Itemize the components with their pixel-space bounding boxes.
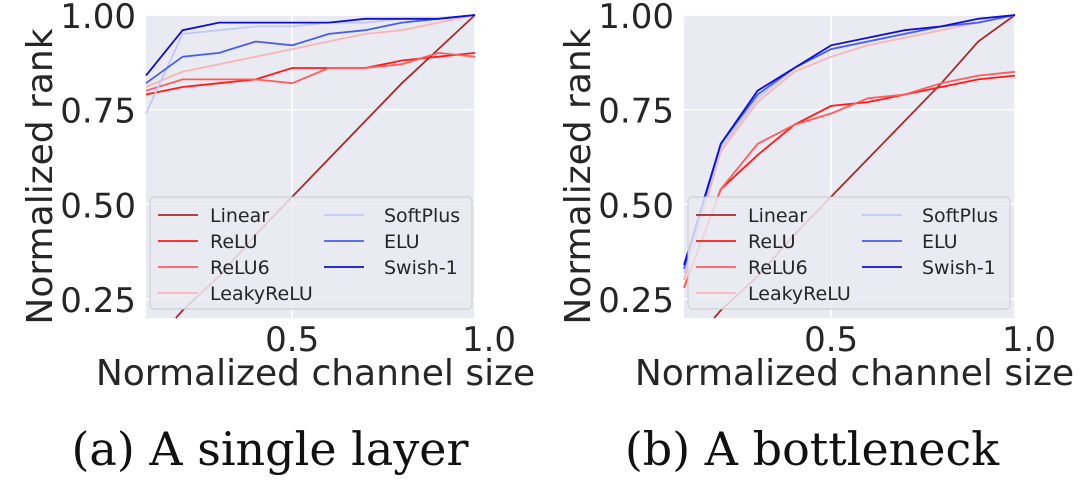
y-tick-label: 1.00: [598, 0, 674, 37]
x-tick-label: 0.5: [265, 320, 319, 360]
x-tick-label: 0.5: [804, 320, 858, 360]
legend-label: SoftPlus: [922, 205, 998, 227]
series-line-leakyrelu: [683, 14, 1016, 281]
legend-label: ReLU: [210, 231, 258, 253]
y-tick-label: 0.25: [598, 281, 674, 321]
legend-label: Linear: [210, 205, 269, 227]
legend-label: Swish-1: [384, 257, 458, 279]
y-tick-label: 1.00: [60, 0, 136, 37]
legend-label: Swish-1: [922, 257, 996, 279]
figure-caption: (a) A single layer: [71, 422, 468, 476]
y-tick-label: 0.25: [60, 281, 136, 321]
series-line-swish-1: [683, 14, 1016, 266]
chart-a: 0.25 0.50 0.75 1.00 0.5 1.0 Linear ReLU ReLU6 Lea…: [20, 0, 535, 394]
x-tick-label: 1.0: [462, 320, 516, 360]
legend-label: Linear: [748, 205, 807, 227]
chart-b: 0.25 0.50 0.75 1.00 0.5 1.0 Linear ReLU ReLU6 Lea…: [558, 0, 1074, 394]
series-line-swish-1: [145, 14, 476, 77]
y-axis-label: Normalized rank: [558, 28, 599, 324]
x-tick-label: 1.0: [1002, 320, 1056, 360]
y-tick-label: 0.50: [598, 186, 674, 226]
legend-label: LeakyReLU: [748, 283, 851, 305]
legend-label: ELU: [922, 231, 958, 253]
y-tick-label: 0.75: [598, 92, 674, 132]
legend-box: [687, 196, 1011, 310]
legend-label: ReLU6: [748, 257, 808, 279]
x-axis-label: Normalized channel size: [96, 353, 535, 394]
x-axis-label: Normalized channel size: [635, 353, 1074, 394]
legend-label: ELU: [384, 231, 420, 253]
legend-label: SoftPlus: [384, 205, 460, 227]
legend-label: ReLU6: [210, 257, 270, 279]
y-axis-label: Normalized rank: [20, 28, 61, 324]
series-line-leakyrelu: [145, 14, 476, 88]
legend: Linear ReLU ReLU6 LeakyReLU SoftPlus ELU Swish…: [687, 196, 1011, 310]
legend-box: [149, 196, 473, 310]
y-tick-label: 0.50: [60, 186, 136, 226]
legend-label: LeakyReLU: [210, 283, 313, 305]
legend: Linear ReLU ReLU6 LeakyReLU SoftPlus ELU Swish…: [149, 196, 473, 310]
series-line-elu: [145, 14, 476, 84]
series-line-relu: [683, 74, 1016, 289]
series-line-relu6: [683, 70, 1016, 289]
series-line-relu6: [145, 51, 476, 92]
y-tick-label: 0.75: [60, 92, 136, 132]
series-line-elu: [683, 14, 1016, 270]
figure-caption: (b) A bottleneck: [625, 422, 1000, 476]
legend-label: ReLU: [748, 231, 796, 253]
